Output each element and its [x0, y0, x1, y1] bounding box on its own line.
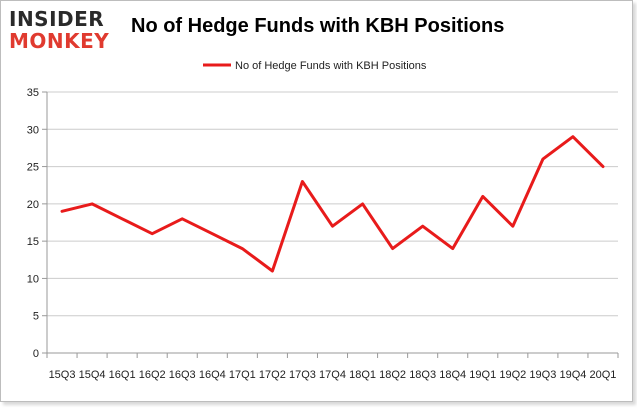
xtick-label: 20Q1: [590, 369, 617, 381]
xtick-label: 19Q1: [469, 369, 496, 381]
chart-title: No of Hedge Funds with KBH Positions: [131, 15, 505, 37]
xtick-label: 16Q4: [199, 369, 226, 381]
legend: No of Hedge Funds with KBH Positions: [203, 60, 427, 72]
series-lines: [60, 135, 605, 273]
logo-bottom-text: MONKEY: [9, 29, 110, 53]
xtick-label: 17Q2: [259, 369, 286, 381]
xtick-label: 16Q2: [139, 369, 166, 381]
xtick-label: 18Q2: [379, 369, 406, 381]
xtick-label: 17Q3: [289, 369, 316, 381]
legend-label: No of Hedge Funds with KBH Positions: [235, 60, 427, 72]
ytick-label: 35: [27, 87, 39, 99]
ytick-label: 0: [33, 348, 39, 360]
axes: [42, 91, 619, 358]
ytick-label: 10: [27, 273, 39, 285]
xtick-label: 18Q1: [349, 369, 376, 381]
series-line-0: [60, 135, 605, 273]
ytick-label: 25: [27, 162, 39, 174]
insider-monkey-logo: INSIDER MONKEY: [9, 9, 129, 51]
logo-top-text: INSIDER: [9, 7, 105, 31]
ytick-label: 5: [33, 311, 39, 323]
xtick-label: 18Q3: [409, 369, 436, 381]
x-tick-labels: 15Q3 15Q4 16Q1 16Q2 16Q3 16Q4 17Q1 17Q2 17Q3 17Q4…: [49, 369, 617, 381]
xtick-label: 19Q2: [499, 369, 526, 381]
xtick-label: 17Q4: [319, 369, 346, 381]
ytick-label: 15: [27, 236, 39, 248]
ytick-label: 30: [27, 124, 39, 136]
xtick-label: 19Q4: [559, 369, 586, 381]
xtick-label: 15Q4: [79, 369, 106, 381]
xtick-label: 18Q4: [439, 369, 466, 381]
xtick-label: 19Q3: [529, 369, 556, 381]
chart-frame: INSIDER MONKEY No of Hedge Funds with KB…: [0, 0, 633, 402]
ytick-label: 20: [27, 199, 39, 211]
xtick-label: 17Q1: [229, 369, 256, 381]
xtick-label: 15Q3: [49, 369, 76, 381]
y-tick-labels: 0 5 10 15 20 25 30 35: [27, 87, 39, 360]
xtick-label: 16Q1: [109, 369, 136, 381]
xtick-label: 16Q3: [169, 369, 196, 381]
